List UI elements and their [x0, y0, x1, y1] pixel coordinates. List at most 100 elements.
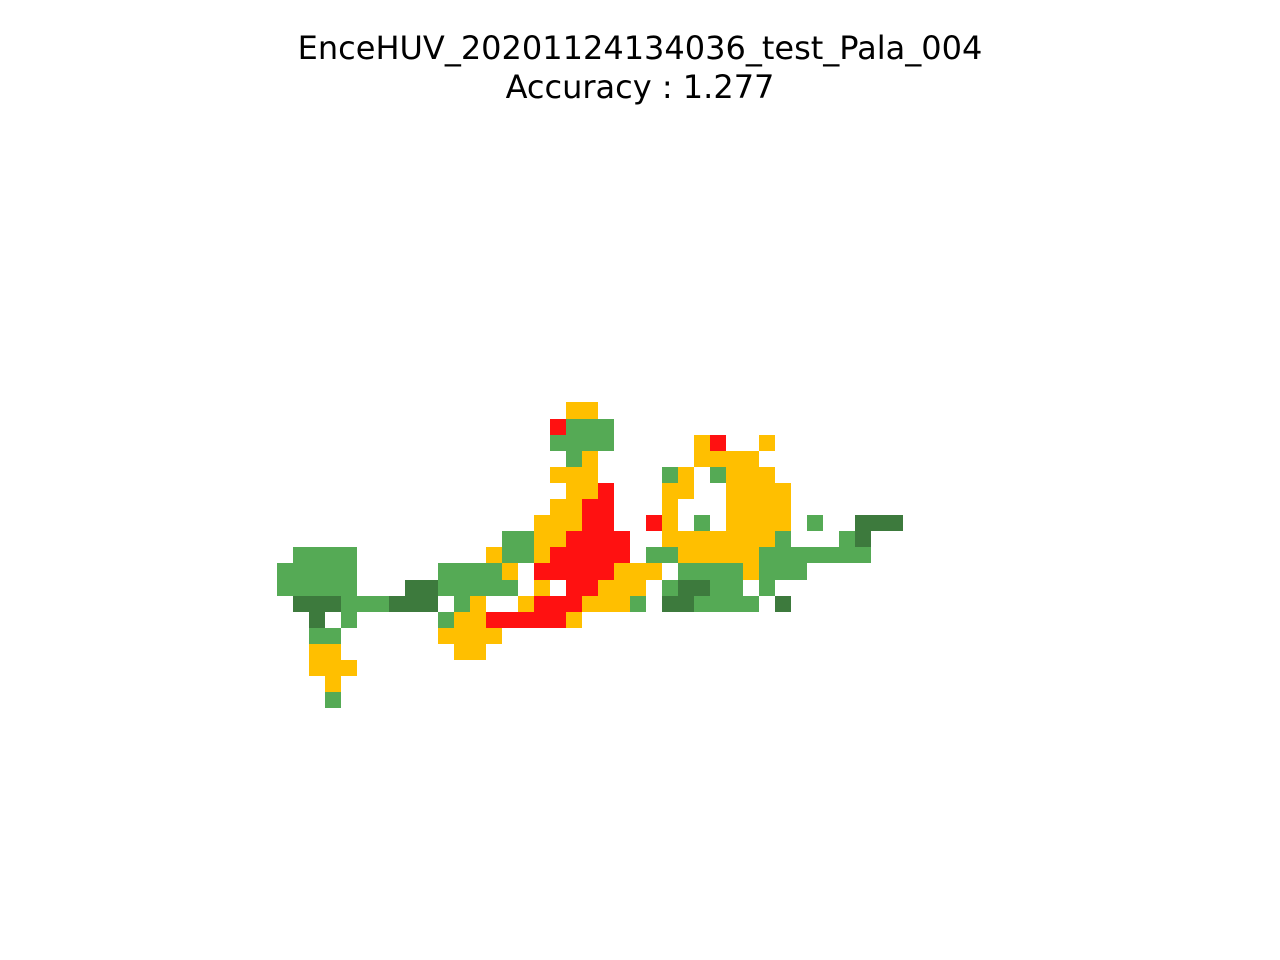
- heatmap-cell: [694, 531, 710, 547]
- heatmap-cell: [534, 580, 550, 596]
- heatmap-cell: [550, 596, 566, 612]
- heatmap-cell: [293, 547, 309, 563]
- heatmap-cell: [566, 435, 582, 451]
- heatmap-cell: [855, 531, 871, 547]
- heatmap-cell: [454, 644, 470, 660]
- heatmap-cell: [470, 596, 486, 612]
- heatmap-cell: [614, 531, 630, 547]
- heatmap-cell: [582, 580, 598, 596]
- heatmap-cell: [582, 435, 598, 451]
- heatmap-cell: [598, 547, 614, 563]
- heatmap-cell: [534, 612, 550, 628]
- heatmap-cell: [518, 531, 534, 547]
- heatmap-cell: [743, 547, 759, 563]
- heatmap-cell: [759, 499, 775, 515]
- heatmap-cell: [855, 515, 871, 531]
- heatmap-cell: [534, 596, 550, 612]
- heatmap-cell: [775, 531, 791, 547]
- heatmap-cell: [646, 563, 662, 580]
- heatmap-cell: [710, 531, 726, 547]
- heatmap-cell: [341, 612, 357, 628]
- heatmap-cell: [405, 580, 422, 596]
- heatmap-cell: [710, 596, 726, 612]
- heatmap-cell: [341, 563, 357, 580]
- heatmap-cell: [598, 563, 614, 580]
- heatmap-cell: [694, 563, 710, 580]
- heatmap-cell: [502, 563, 518, 580]
- heatmap-cell: [405, 596, 422, 612]
- heatmap-cell: [726, 563, 743, 580]
- heatmap-cell: [710, 563, 726, 580]
- heatmap-cell: [678, 563, 694, 580]
- heatmap-cell: [646, 547, 662, 563]
- heatmap-cell: [662, 467, 678, 483]
- heatmap-cell: [743, 467, 759, 483]
- heatmap-cell: [309, 644, 325, 660]
- heatmap-cell: [325, 580, 341, 596]
- heatmap-cell: [582, 515, 598, 531]
- heatmap-cell: [662, 547, 678, 563]
- heatmap-cell: [309, 660, 325, 676]
- heatmap-cell: [759, 435, 775, 451]
- heatmap-cell: [325, 644, 341, 660]
- heatmap-cell: [630, 563, 646, 580]
- heatmap-cell: [598, 531, 614, 547]
- heatmap-cell: [582, 467, 598, 483]
- heatmap-cell: [293, 580, 309, 596]
- heatmap-cell: [582, 483, 598, 499]
- heatmap-cell: [550, 612, 566, 628]
- heatmap-cell: [743, 483, 759, 499]
- heatmap-cell: [743, 563, 759, 580]
- heatmap-cell: [325, 692, 341, 708]
- heatmap-cell: [470, 644, 486, 660]
- heatmap-cell: [759, 580, 775, 596]
- heatmap-cell: [839, 547, 855, 563]
- heatmap-cell: [823, 547, 839, 563]
- heatmap-cell: [534, 547, 550, 563]
- heatmap-cell: [726, 580, 743, 596]
- heatmap-cell: [678, 547, 694, 563]
- heatmap-cell: [454, 612, 470, 628]
- heatmap-cell: [341, 547, 357, 563]
- heatmap-cell: [518, 612, 534, 628]
- heatmap-cell: [534, 563, 550, 580]
- heatmap-cell: [325, 596, 341, 612]
- heatmap-cell: [775, 515, 791, 531]
- heatmap-cell: [389, 596, 405, 612]
- heatmap-cell: [454, 628, 470, 644]
- heatmap-cell: [325, 660, 341, 676]
- heatmap-cell: [470, 563, 486, 580]
- heatmap-cell: [518, 547, 534, 563]
- heatmap-cell: [662, 483, 678, 499]
- heatmap-cell: [678, 580, 694, 596]
- heatmap-cell: [341, 660, 357, 676]
- chart-title-line-1: EnceHUV_20201124134036_test_Pala_004: [297, 29, 983, 67]
- heatmap-cell: [614, 563, 630, 580]
- heatmap-cell: [566, 563, 582, 580]
- heatmap-cell: [759, 531, 775, 547]
- heatmap-cell: [582, 547, 598, 563]
- heatmap-cell: [839, 531, 855, 547]
- heatmap-cell: [775, 499, 791, 515]
- heatmap-cell: [438, 612, 454, 628]
- heatmap-cell: [550, 419, 566, 435]
- heatmap-cell: [694, 596, 710, 612]
- heatmap-cell: [502, 612, 518, 628]
- heatmap-cell: [534, 515, 550, 531]
- heatmap-cell: [694, 451, 710, 467]
- heatmap-cell: [486, 628, 502, 644]
- heatmap-cell: [791, 547, 807, 563]
- heatmap-cell: [486, 563, 502, 580]
- heatmap-cell: [309, 596, 325, 612]
- heatmap-cell: [614, 547, 630, 563]
- heatmap-cell: [726, 531, 743, 547]
- heatmap-cell: [293, 596, 309, 612]
- heatmap-cell: [694, 580, 710, 596]
- heatmap-cell: [614, 580, 630, 596]
- heatmap-cell: [566, 402, 582, 419]
- heatmap-cell: [518, 596, 534, 612]
- heatmap-cell: [678, 483, 694, 499]
- heatmap-cell: [582, 563, 598, 580]
- heatmap-cell: [743, 531, 759, 547]
- heatmap-cell: [454, 563, 470, 580]
